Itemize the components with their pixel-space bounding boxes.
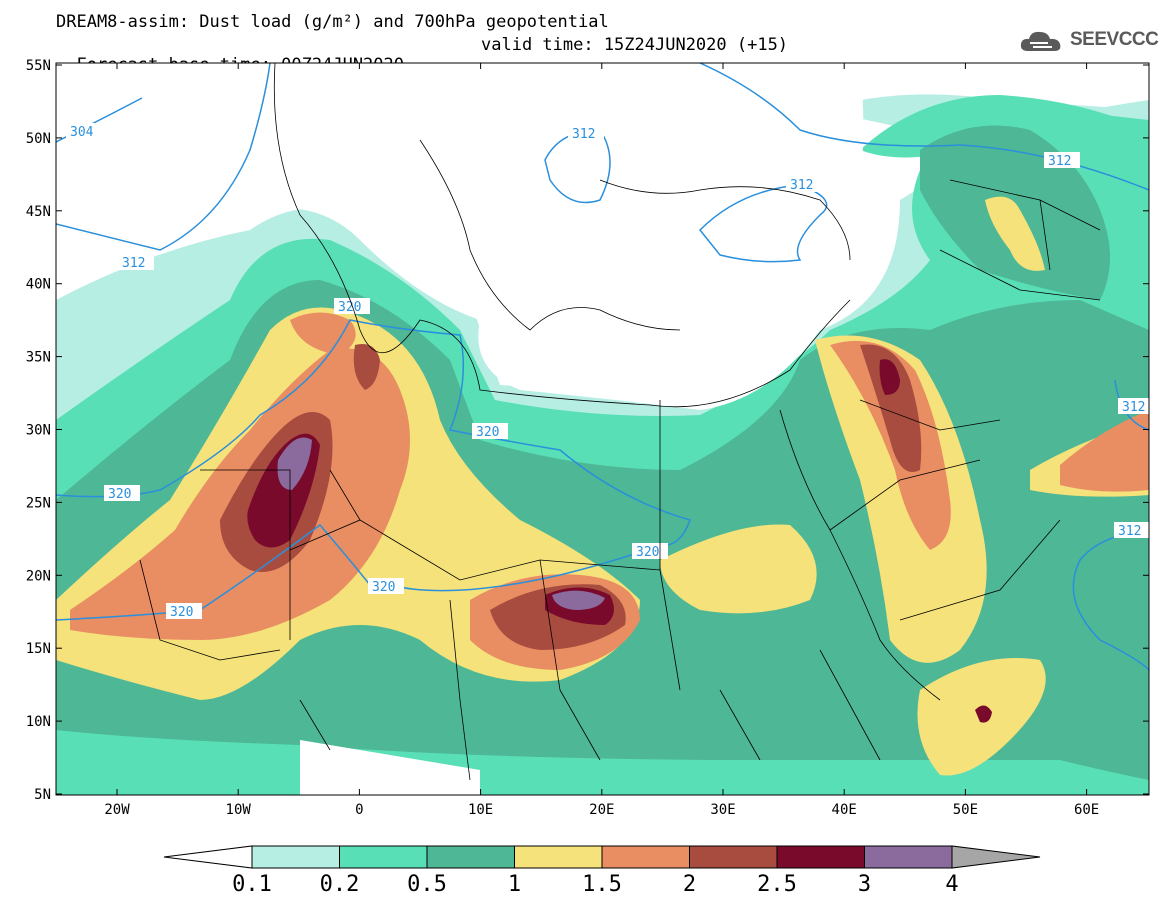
contour-label: 312 <box>790 178 813 193</box>
country-boundaries <box>139 63 1101 781</box>
latitude-label: 5N <box>34 787 51 803</box>
colorbar-box <box>601 845 690 869</box>
colorbar-box <box>864 845 953 869</box>
latitude-label: 10N <box>26 714 51 730</box>
map-title: DREAM8-assim: Dust load (g/m²) and 700hP… <box>56 12 609 32</box>
colorbar-label: 0.1 <box>232 872 272 897</box>
contour-label: 312 <box>1118 524 1141 539</box>
longitude-label: 20W <box>104 802 130 818</box>
dust-level-1-arabia <box>815 335 987 663</box>
contour-label: 312 <box>122 256 145 271</box>
latitude-label: 45N <box>26 204 51 220</box>
colorbar-label: 2.5 <box>757 872 797 897</box>
dust-level-1-sudan <box>660 524 817 614</box>
logo-text: SEEVCCC <box>1070 29 1159 50</box>
dust-level-1-5-morocco <box>290 312 356 355</box>
latitude-label: 20N <box>26 568 51 584</box>
contour-label: 320 <box>636 545 659 560</box>
dust-level-1-5-arabia <box>830 340 951 550</box>
colorbar-over-arrow <box>951 845 1041 869</box>
longitude-label: 20E <box>589 802 614 818</box>
contour-320-north <box>56 319 691 592</box>
dust-field: 304 312 312 312 312 312 320 320 320 320 … <box>56 63 1149 795</box>
dust-level-2-5-arabia <box>879 359 900 395</box>
longitude-label: 40E <box>832 802 857 818</box>
colorbar-label: 3 <box>857 872 872 897</box>
contour-320-south <box>56 523 371 621</box>
contour-labels: 304 312 312 312 312 312 320 320 320 320 … <box>66 123 1149 620</box>
contour-label: 320 <box>372 580 395 595</box>
colorbar-label: 0.2 <box>319 872 360 897</box>
contour-label: 312 <box>1122 400 1145 415</box>
contour-label: 312 <box>1048 154 1071 169</box>
colorbar-box <box>251 845 340 869</box>
dust-level-2-arabia <box>860 344 922 472</box>
latitude-label: 25N <box>26 495 51 511</box>
dust-level-1-5-gulf <box>1060 410 1149 492</box>
longitude-label: 10E <box>468 802 493 818</box>
colorbar-box <box>689 845 778 869</box>
colorbar-label: 2 <box>682 872 697 897</box>
cloud-icon <box>1020 31 1061 51</box>
dust-level-3-chad <box>552 590 605 610</box>
contour-label: 304 <box>70 125 94 140</box>
latitude-label: 35N <box>26 350 51 366</box>
colorbar-boxes <box>251 845 953 869</box>
latitude-label: 50N <box>26 131 51 147</box>
colorbar-box <box>339 845 428 869</box>
longitude-label: 10W <box>226 802 252 818</box>
colorbar-label: 0.5 <box>407 872 447 897</box>
colorbar-box <box>776 845 865 869</box>
west-africa-land <box>300 740 480 795</box>
dust-level-1-caspian <box>985 196 1045 271</box>
latitude-label: 15N <box>26 641 51 657</box>
valid-time: valid time: 15Z24JUN2020 (+15) <box>481 35 789 55</box>
contour-label: 320 <box>108 487 131 502</box>
colorbar-label: 1.5 <box>582 872 622 897</box>
latitude-label: 30N <box>26 423 51 439</box>
longitude-label: 50E <box>953 802 978 818</box>
seevccc-logo: SEEVCCC <box>1018 27 1159 53</box>
colorbar-label: 1 <box>507 872 522 897</box>
dust-level-2-algeria <box>353 344 380 390</box>
contour-312-europe <box>544 129 611 204</box>
contour-312-arabian-sea <box>1072 529 1149 671</box>
contour-label: 320 <box>476 425 499 440</box>
contour-304 <box>56 97 143 143</box>
contour-312-blacksea <box>698 184 828 263</box>
contour-label: 320 <box>338 300 361 315</box>
contour-312-atlantic <box>56 63 271 251</box>
colorbar-box <box>426 845 515 869</box>
europe-land <box>246 63 864 410</box>
colorbar-under-arrow <box>163 845 253 869</box>
dust-level-3 <box>277 437 312 490</box>
latitude-axis: 55N 50N 45N 40N 35N 30N 25N 20N 15N 10N 5N <box>26 58 1149 803</box>
colorbar-label: 4 <box>945 872 959 897</box>
latitude-label: 55N <box>26 58 51 74</box>
longitude-label: 0 <box>355 802 363 818</box>
longitude-label: 30E <box>710 802 735 818</box>
contour-label: 312 <box>572 127 595 142</box>
latitude-label: 40N <box>26 277 51 293</box>
contour-label: 320 <box>170 605 193 620</box>
colorbar-box <box>514 845 603 869</box>
dust-level-2-5-somalia <box>975 705 992 723</box>
longitude-axis: 20W 10W 0 10E 20E 30E 40E 50E 60E <box>104 63 1099 818</box>
longitude-label: 60E <box>1074 802 1099 818</box>
